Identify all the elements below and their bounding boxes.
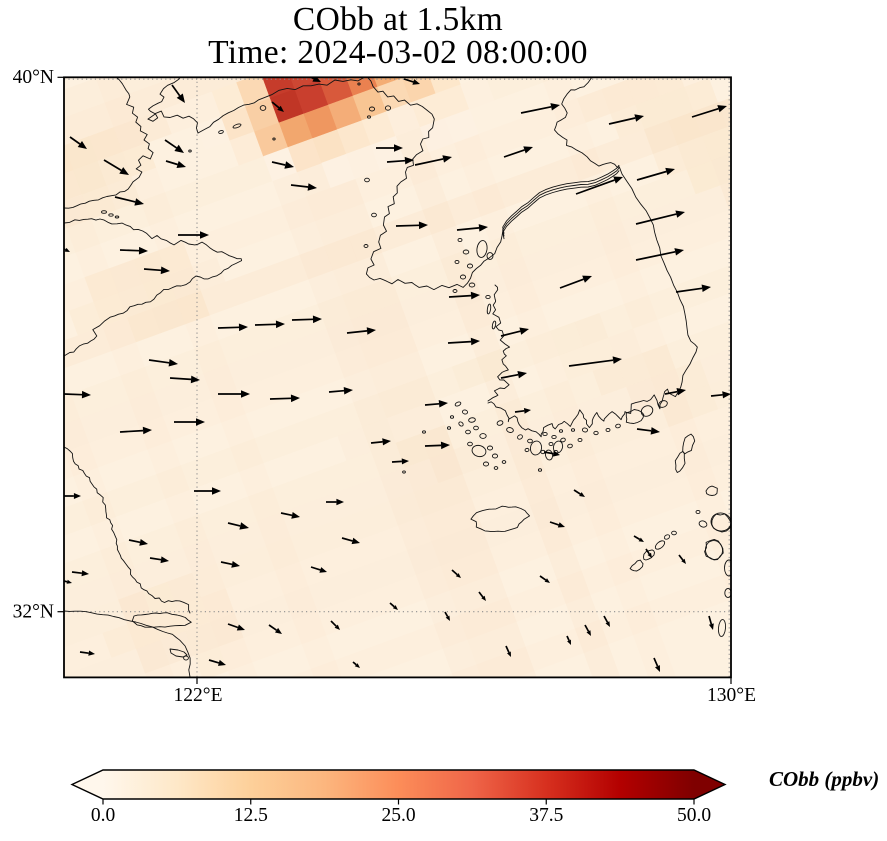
svg-text:50.0: 50.0	[677, 805, 711, 826]
svg-text:Time: 2024-03-02 08:00:00: Time: 2024-03-02 08:00:00	[208, 34, 588, 71]
svg-text:CObb (ppbv): CObb (ppbv)	[769, 767, 879, 791]
svg-text:0.0: 0.0	[91, 805, 115, 826]
svg-text:122°E: 122°E	[174, 685, 223, 706]
svg-text:40°N: 40°N	[13, 67, 54, 88]
svg-text:37.5: 37.5	[529, 805, 563, 826]
svg-text:130°E: 130°E	[707, 685, 756, 706]
svg-text:25.0: 25.0	[381, 805, 415, 826]
svg-text:CObb at 1.5km: CObb at 1.5km	[293, 1, 503, 38]
svg-text:12.5: 12.5	[234, 805, 268, 826]
svg-text:32°N: 32°N	[13, 601, 54, 622]
